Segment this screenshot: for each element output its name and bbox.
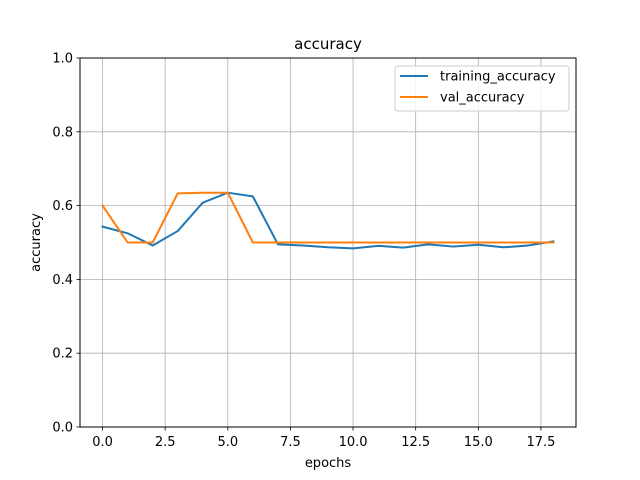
y-tick-label: 0.0 (52, 421, 73, 436)
x-tick-label: 0.0 (92, 435, 113, 450)
series-line-training-accuracy (101, 191, 555, 250)
y-tick-label: 0.6 (52, 199, 73, 214)
x-axis-label: epochs (305, 456, 352, 471)
x-tick-label: 7.5 (280, 435, 301, 450)
axis-ticks: 0.0 2.5 5.0 7.5 10.0 12.5 15.0 17.5 0.0 0.2 0.4 0.6… (52, 52, 555, 451)
y-tick-label: 1.0 (52, 52, 73, 67)
y-axis-label: accuracy (29, 213, 44, 272)
x-tick-label: 15.0 (464, 435, 493, 450)
series-lines (101, 191, 555, 250)
x-tick-label: 5.0 (217, 435, 238, 450)
legend-label-val-accuracy: val_accuracy (440, 91, 525, 106)
x-tick-label: 2.5 (155, 435, 176, 450)
x-tick-label: 12.5 (401, 435, 430, 450)
legend-label-training-accuracy: training_accuracy (440, 70, 556, 85)
plot-frame (79, 57, 577, 428)
y-tick-label: 0.8 (52, 125, 73, 140)
series-line-val-accuracy (101, 191, 555, 244)
y-tick-label: 0.2 (52, 347, 73, 362)
chart-title: accuracy (294, 35, 362, 53)
x-tick-label: 17.5 (526, 435, 555, 450)
legend: training_accuracy val_accuracy (394, 65, 570, 112)
legend-box (394, 65, 570, 112)
y-tick-label: 0.4 (52, 273, 73, 288)
x-tick-label: 10.0 (339, 435, 368, 450)
